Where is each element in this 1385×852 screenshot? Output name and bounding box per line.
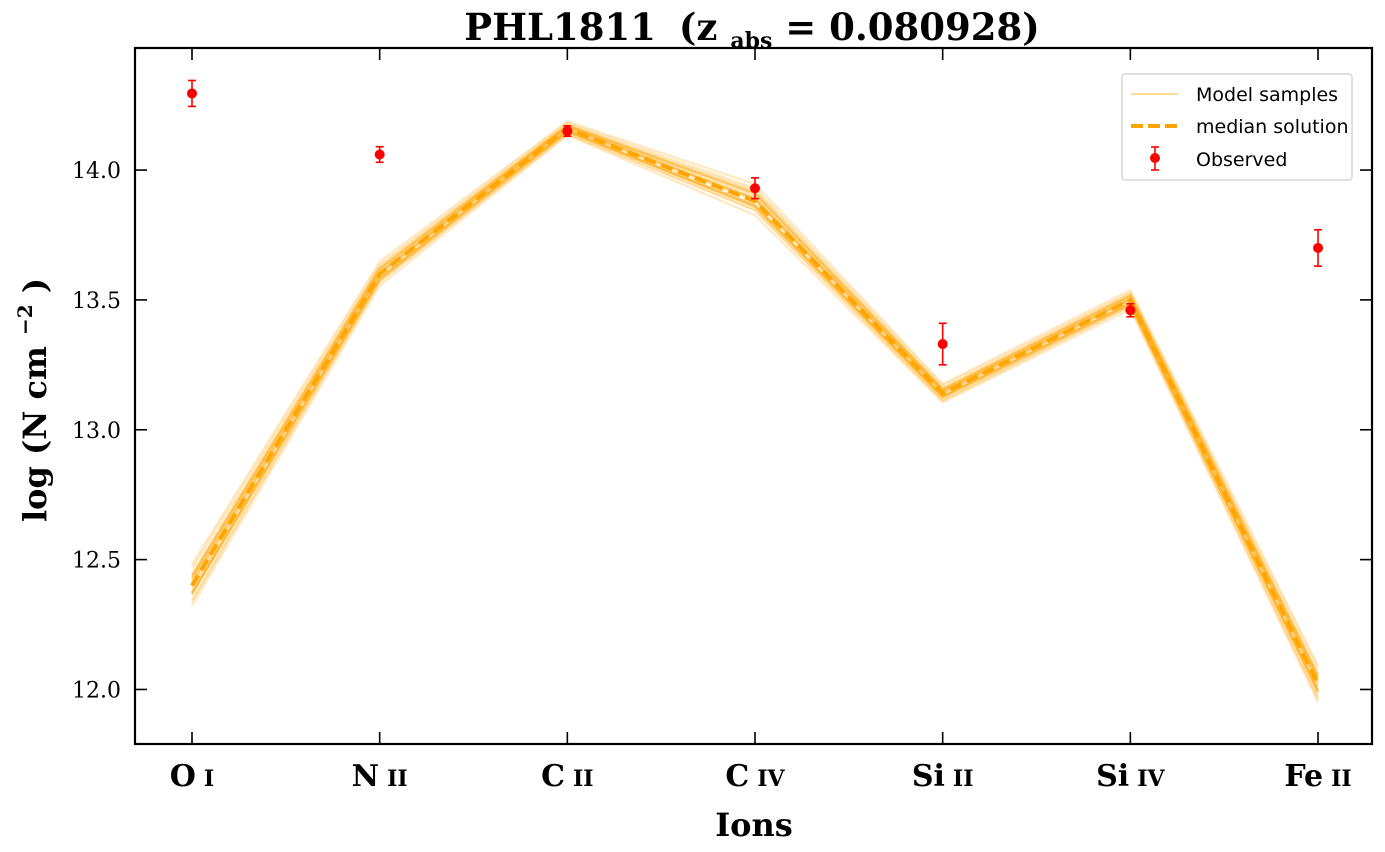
y-axis-label-superscript: −2 (13, 304, 37, 335)
x-tick-label-element: N (352, 759, 379, 794)
legend: Model samples median solution Observed (1121, 73, 1353, 181)
x-tick-label-stage: II (387, 766, 408, 792)
legend-median-label: median solution (1196, 116, 1349, 138)
y-axis-ticks: 12.0 12.5 13.0 13.5 14.0 (72, 159, 1372, 703)
x-tick-label: Si IV (1096, 759, 1165, 794)
chart-title: PHL1811 (z abs = 0.080928) (464, 5, 1040, 57)
x-tick-label-stage: II (573, 766, 594, 792)
chart-title-name: PHL1811 (464, 5, 656, 49)
x-tick-label: Si II (912, 759, 974, 794)
observed-point (562, 126, 573, 137)
x-tick-label-stage: II (1331, 766, 1352, 792)
x-tick-label: N II (352, 759, 408, 794)
model-sample-line (191, 132, 1319, 700)
model-sample-line (191, 127, 1319, 686)
y-axis-label-close: ) (16, 278, 54, 293)
observed-points (187, 79, 1324, 366)
chart-title-open: (z (679, 5, 718, 49)
chart-title-rest: = 0.080928) (785, 5, 1039, 49)
observed-point (937, 339, 948, 350)
x-tick-label-stage: II (953, 766, 974, 792)
observed-point (1313, 242, 1324, 253)
legend-box (1121, 73, 1353, 181)
median-solution-polyline (190, 126, 1320, 686)
observed-point (374, 149, 385, 160)
plot-frame (133, 46, 1374, 746)
observed-point (750, 183, 761, 194)
x-axis-label: Ions (715, 806, 793, 844)
x-tick-label-element: O (170, 759, 196, 794)
model-sample-line (191, 132, 1319, 698)
x-tick-label: Fe II (1284, 759, 1351, 794)
x-tick-label-element: Si (1096, 759, 1129, 794)
y-tick-label: 12.0 (72, 678, 121, 703)
x-tick-label: C IV (725, 759, 785, 794)
observed-point (1125, 305, 1136, 316)
y-tick-label: 13.0 (72, 419, 121, 444)
chart-title-subscript: abs (730, 28, 772, 54)
median-solution-line (190, 126, 1320, 686)
y-axis-label: log (N cm −2 ) (2, 278, 54, 522)
model-sample-line (191, 134, 1319, 703)
legend-observed-marker (1150, 153, 1160, 163)
observed-point (187, 88, 197, 99)
model-sample-line (191, 128, 1319, 688)
x-tick-label-element: Fe (1284, 759, 1323, 794)
x-tick-label-stage: I (204, 766, 214, 792)
x-tick-label-element: Si (912, 759, 945, 794)
x-axis-ticks: O I N II C II C IV Si II Si IV Fe II (170, 48, 1352, 794)
y-tick-label: 14.0 (72, 159, 121, 184)
x-tick-label-element: C (725, 759, 749, 794)
legend-observed-label: Observed (1196, 149, 1287, 171)
x-tick-label-element: C (541, 759, 565, 794)
legend-model-samples-label: Model samples (1196, 84, 1338, 106)
y-tick-label: 12.5 (72, 549, 121, 574)
x-tick-label-stage: IV (757, 766, 785, 792)
model-samples-band (191, 120, 1319, 703)
x-tick-label-stage: IV (1137, 766, 1165, 792)
y-tick-label: 13.5 (72, 289, 121, 314)
y-axis-label-main: log (N cm (16, 346, 54, 522)
x-tick-label: C II (541, 759, 593, 794)
